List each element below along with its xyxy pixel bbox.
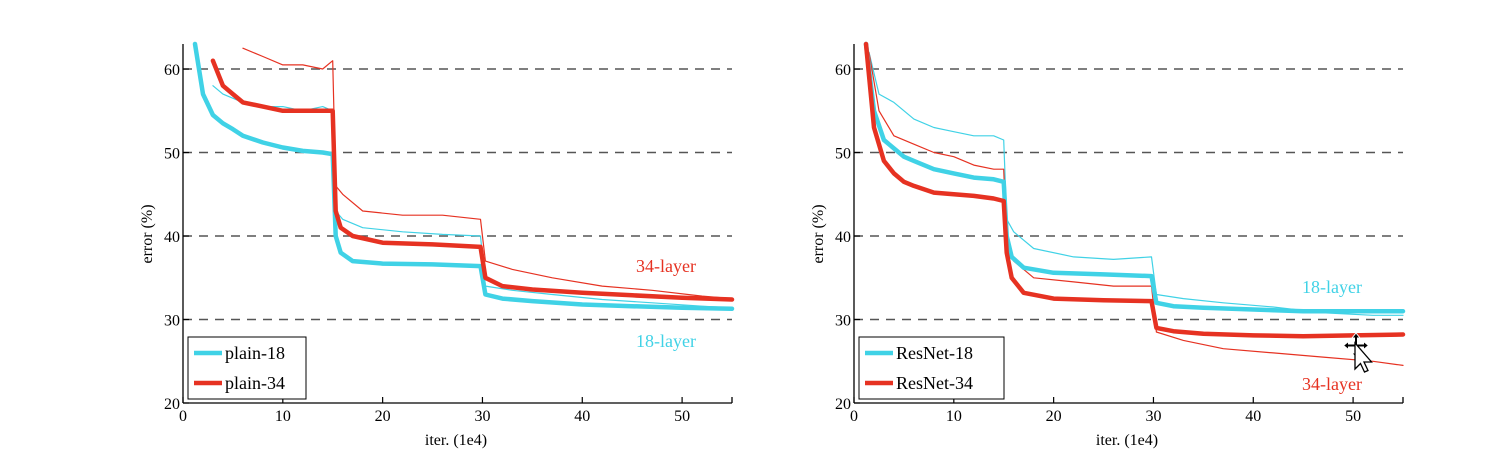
legend: plain-18 plain-34	[187, 336, 307, 400]
annotation-18-layer: 18-layer	[636, 331, 696, 351]
y-axis-label: error (%)	[139, 204, 156, 263]
series-resnet-34-val	[863, 41, 1406, 339]
annotation-34-layer: 34-layer	[1302, 374, 1362, 394]
y-tick-label-20: 20	[835, 396, 851, 413]
train-curves	[868, 51, 1404, 366]
x-tick-label-30: 30	[1145, 408, 1161, 425]
val-curves	[192, 41, 735, 311]
legend-box	[858, 336, 1005, 400]
tick-labels: 0 10 20 30 40 50 20 30 40 50 60	[164, 62, 690, 425]
series-resnet-18-train	[868, 51, 1404, 316]
x-tick-label-30: 30	[474, 408, 490, 425]
y-tick-label-50: 50	[835, 146, 851, 163]
y-tick-label-30: 30	[164, 313, 180, 330]
legend-label-plain-18: plain-18	[225, 343, 285, 363]
series-resnet-34-train	[868, 51, 1404, 366]
val-curves	[863, 41, 1406, 339]
x-axis-label: iter. (1e4)	[425, 432, 487, 449]
y-axis-label: error (%)	[810, 204, 827, 263]
grid-lines	[854, 68, 1403, 321]
series-resnet-18-val	[863, 41, 1406, 314]
y-tick-label-60: 60	[164, 62, 180, 79]
legend-box	[187, 336, 307, 400]
legend: ResNet-18 ResNet-34	[858, 336, 1005, 400]
legend-label-resnet-34: ResNet-34	[896, 373, 973, 393]
y-tick-label-60: 60	[835, 62, 851, 79]
x-tick-label-40: 40	[1245, 408, 1261, 425]
annotation-18-layer: 18-layer	[1302, 277, 1362, 297]
x-tick-label-50: 50	[674, 408, 690, 425]
tick-labels: 0 10 20 30 40 50 20 30 40 50 60	[835, 62, 1361, 425]
x-axis-label: iter. (1e4)	[1096, 432, 1158, 449]
y-tick-label-30: 30	[835, 313, 851, 330]
y-tick-label-20: 20	[164, 396, 180, 413]
legend-label-resnet-18: ResNet-18	[896, 343, 973, 363]
series-plain-18-val	[192, 41, 735, 311]
chart-resnet: 0 10 20 30 40 50 20 30 40 50 60 error (%) iter. (1…	[810, 41, 1406, 449]
move-cursor-icon	[1342, 332, 1373, 373]
y-tick-label-40: 40	[835, 229, 851, 246]
chart-plain: 0 10 20 30 40 50 20 30 40 50 60 error (%) iter. (1…	[139, 41, 735, 449]
axes	[182, 44, 733, 404]
y-tick-label-40: 40	[164, 229, 180, 246]
series-plain-34-val	[210, 58, 735, 302]
axes	[853, 44, 1404, 404]
grid-lines	[183, 68, 732, 321]
x-tick-label-10: 10	[275, 408, 291, 425]
x-tick-label-20: 20	[375, 408, 391, 425]
x-tick-label-20: 20	[1046, 408, 1062, 425]
series-plain-34-train	[242, 47, 733, 300]
x-tick-label-0: 0	[179, 408, 187, 425]
x-tick-label-10: 10	[946, 408, 962, 425]
x-tick-label-0: 0	[850, 408, 858, 425]
x-tick-label-40: 40	[574, 408, 590, 425]
legend-label-plain-34: plain-34	[225, 373, 285, 393]
x-tick-label-50: 50	[1345, 408, 1361, 425]
annotation-34-layer: 34-layer	[636, 256, 696, 276]
y-tick-label-50: 50	[164, 146, 180, 163]
